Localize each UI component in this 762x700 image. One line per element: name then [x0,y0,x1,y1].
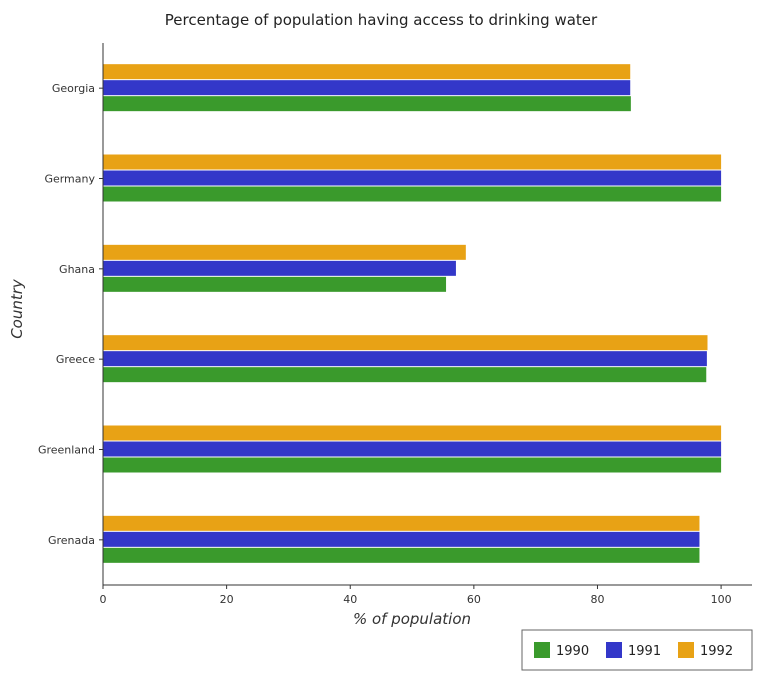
legend-label-1990: 1990 [556,644,589,659]
bar-grenada-1992 [103,515,700,531]
bar-greece-1990 [103,367,707,383]
legend-label-1992: 1992 [700,644,733,659]
bar-germany-1991 [103,170,722,186]
legend-swatch-1990 [534,642,550,658]
legend-label-1991: 1991 [628,644,661,659]
legend-swatch-1991 [606,642,622,658]
bar-greenland-1991 [103,441,722,457]
legend-box [521,629,753,671]
y-tick-label: Grenada [48,534,95,547]
bar-grenada-1991 [103,531,700,547]
y-axis-label: Country [8,278,26,339]
bar-greenland-1990 [103,457,722,473]
y-tick-label: Greece [56,353,95,366]
x-axis-label: % of population [353,610,471,628]
bar-greece-1992 [103,335,708,351]
bar-ghana-1992 [103,244,466,260]
y-tick-label: Greenland [38,444,95,457]
bar-georgia-1992 [103,64,631,80]
x-tick-label: 80 [590,593,604,606]
bar-georgia-1991 [103,80,631,96]
bar-greece-1991 [103,351,707,367]
chart-title: Percentage of population having access t… [165,11,598,29]
legend-swatch-1992 [678,642,694,658]
x-tick-label: 100 [711,593,732,606]
bar-germany-1992 [103,154,722,170]
y-tick-label: Ghana [59,263,95,276]
bar-germany-1990 [103,186,722,202]
x-tick-label: 40 [343,593,357,606]
legend: 1990 1991 1992 [521,629,753,671]
bar-greenland-1992 [103,425,722,441]
y-tick-label: Germany [44,173,95,186]
bar-ghana-1990 [103,276,447,292]
plot-area [103,64,722,563]
x-tick-label: 0 [100,593,107,606]
x-tick-label: 20 [220,593,234,606]
bar-georgia-1990 [103,96,631,112]
bar-grenada-1990 [103,547,700,563]
axes: Georgia Germany Ghana Greece Greenland Grenad… [38,43,752,606]
x-tick-label: 60 [467,593,481,606]
bar-ghana-1991 [103,260,456,276]
y-tick-label: Georgia [52,82,95,95]
